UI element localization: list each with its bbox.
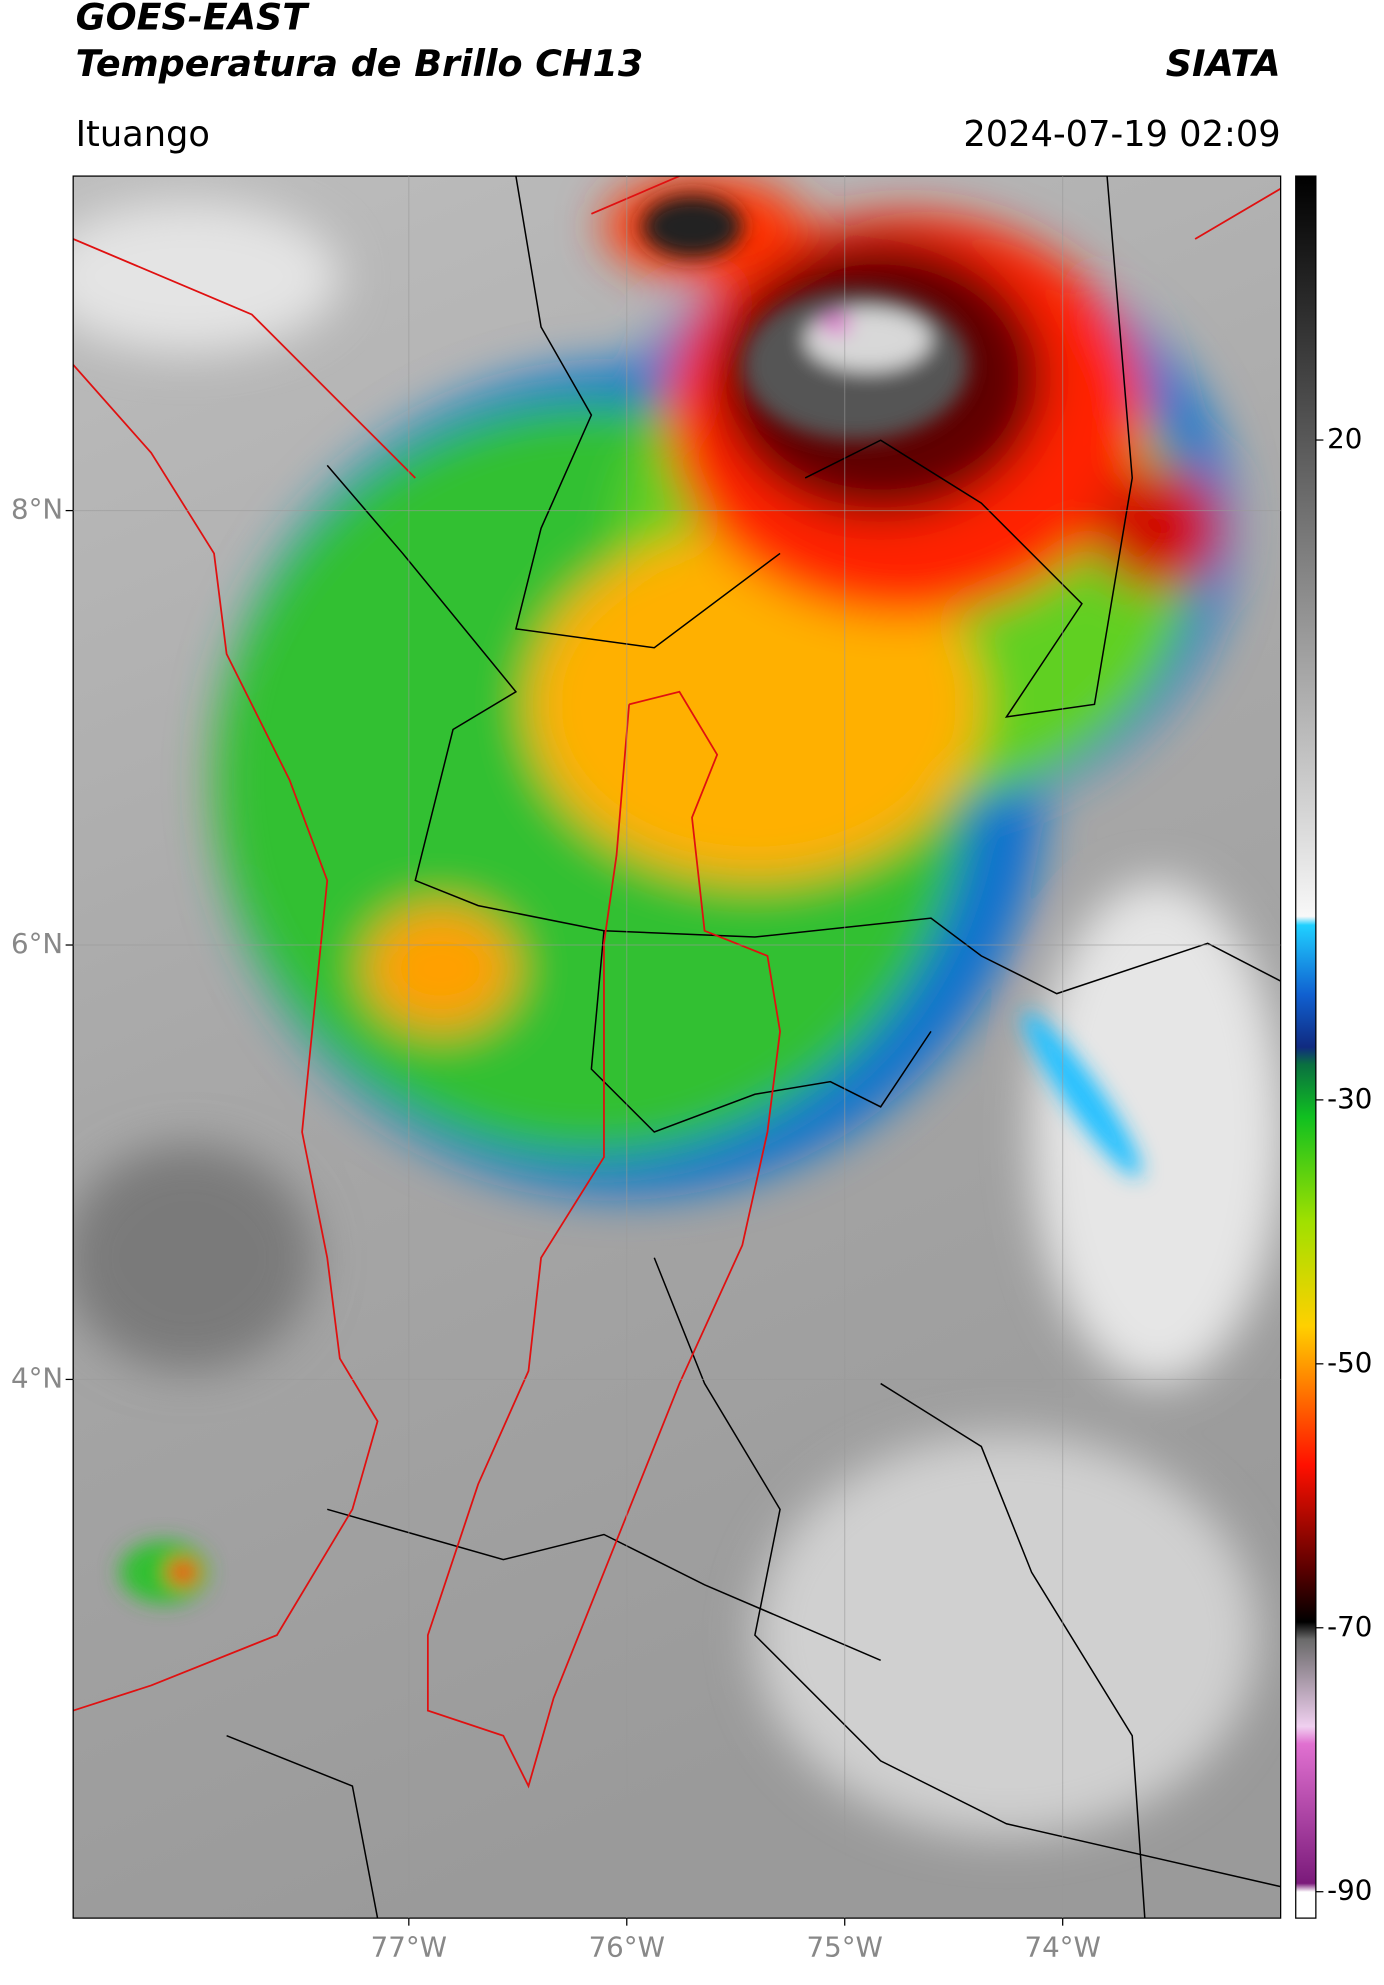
x-tick-label: 76°W: [589, 1930, 665, 1963]
datetime: 2024-07-19 02:09: [963, 114, 1280, 155]
y-tick-label: 6°N: [11, 927, 63, 960]
colorbar-tick-label: -90: [1327, 1874, 1372, 1907]
y-tick-label: 8°N: [11, 493, 63, 526]
colorbar-tick-label: -30: [1327, 1082, 1372, 1115]
y-tick-label: 4°N: [11, 1361, 63, 1394]
x-tick-label: 77°W: [371, 1930, 447, 1963]
colorbar-tick-label: -50: [1327, 1346, 1372, 1379]
x-tick-label: 74°W: [1024, 1930, 1100, 1963]
region: Ituango: [76, 114, 210, 155]
colorbar-tick-label: 20: [1327, 422, 1362, 455]
satellite-image: [73, 176, 1281, 1919]
colorbar: [1295, 175, 1317, 1919]
source: SIATA: [1166, 42, 1281, 85]
x-tick-label: 75°W: [807, 1930, 883, 1963]
colorbar-tick-label: -70: [1327, 1610, 1372, 1643]
subtitle: Temperatura de Brillo CH13: [76, 42, 644, 85]
title: GOES-EAST: [76, 0, 311, 38]
map-frame: [72, 175, 1282, 1919]
